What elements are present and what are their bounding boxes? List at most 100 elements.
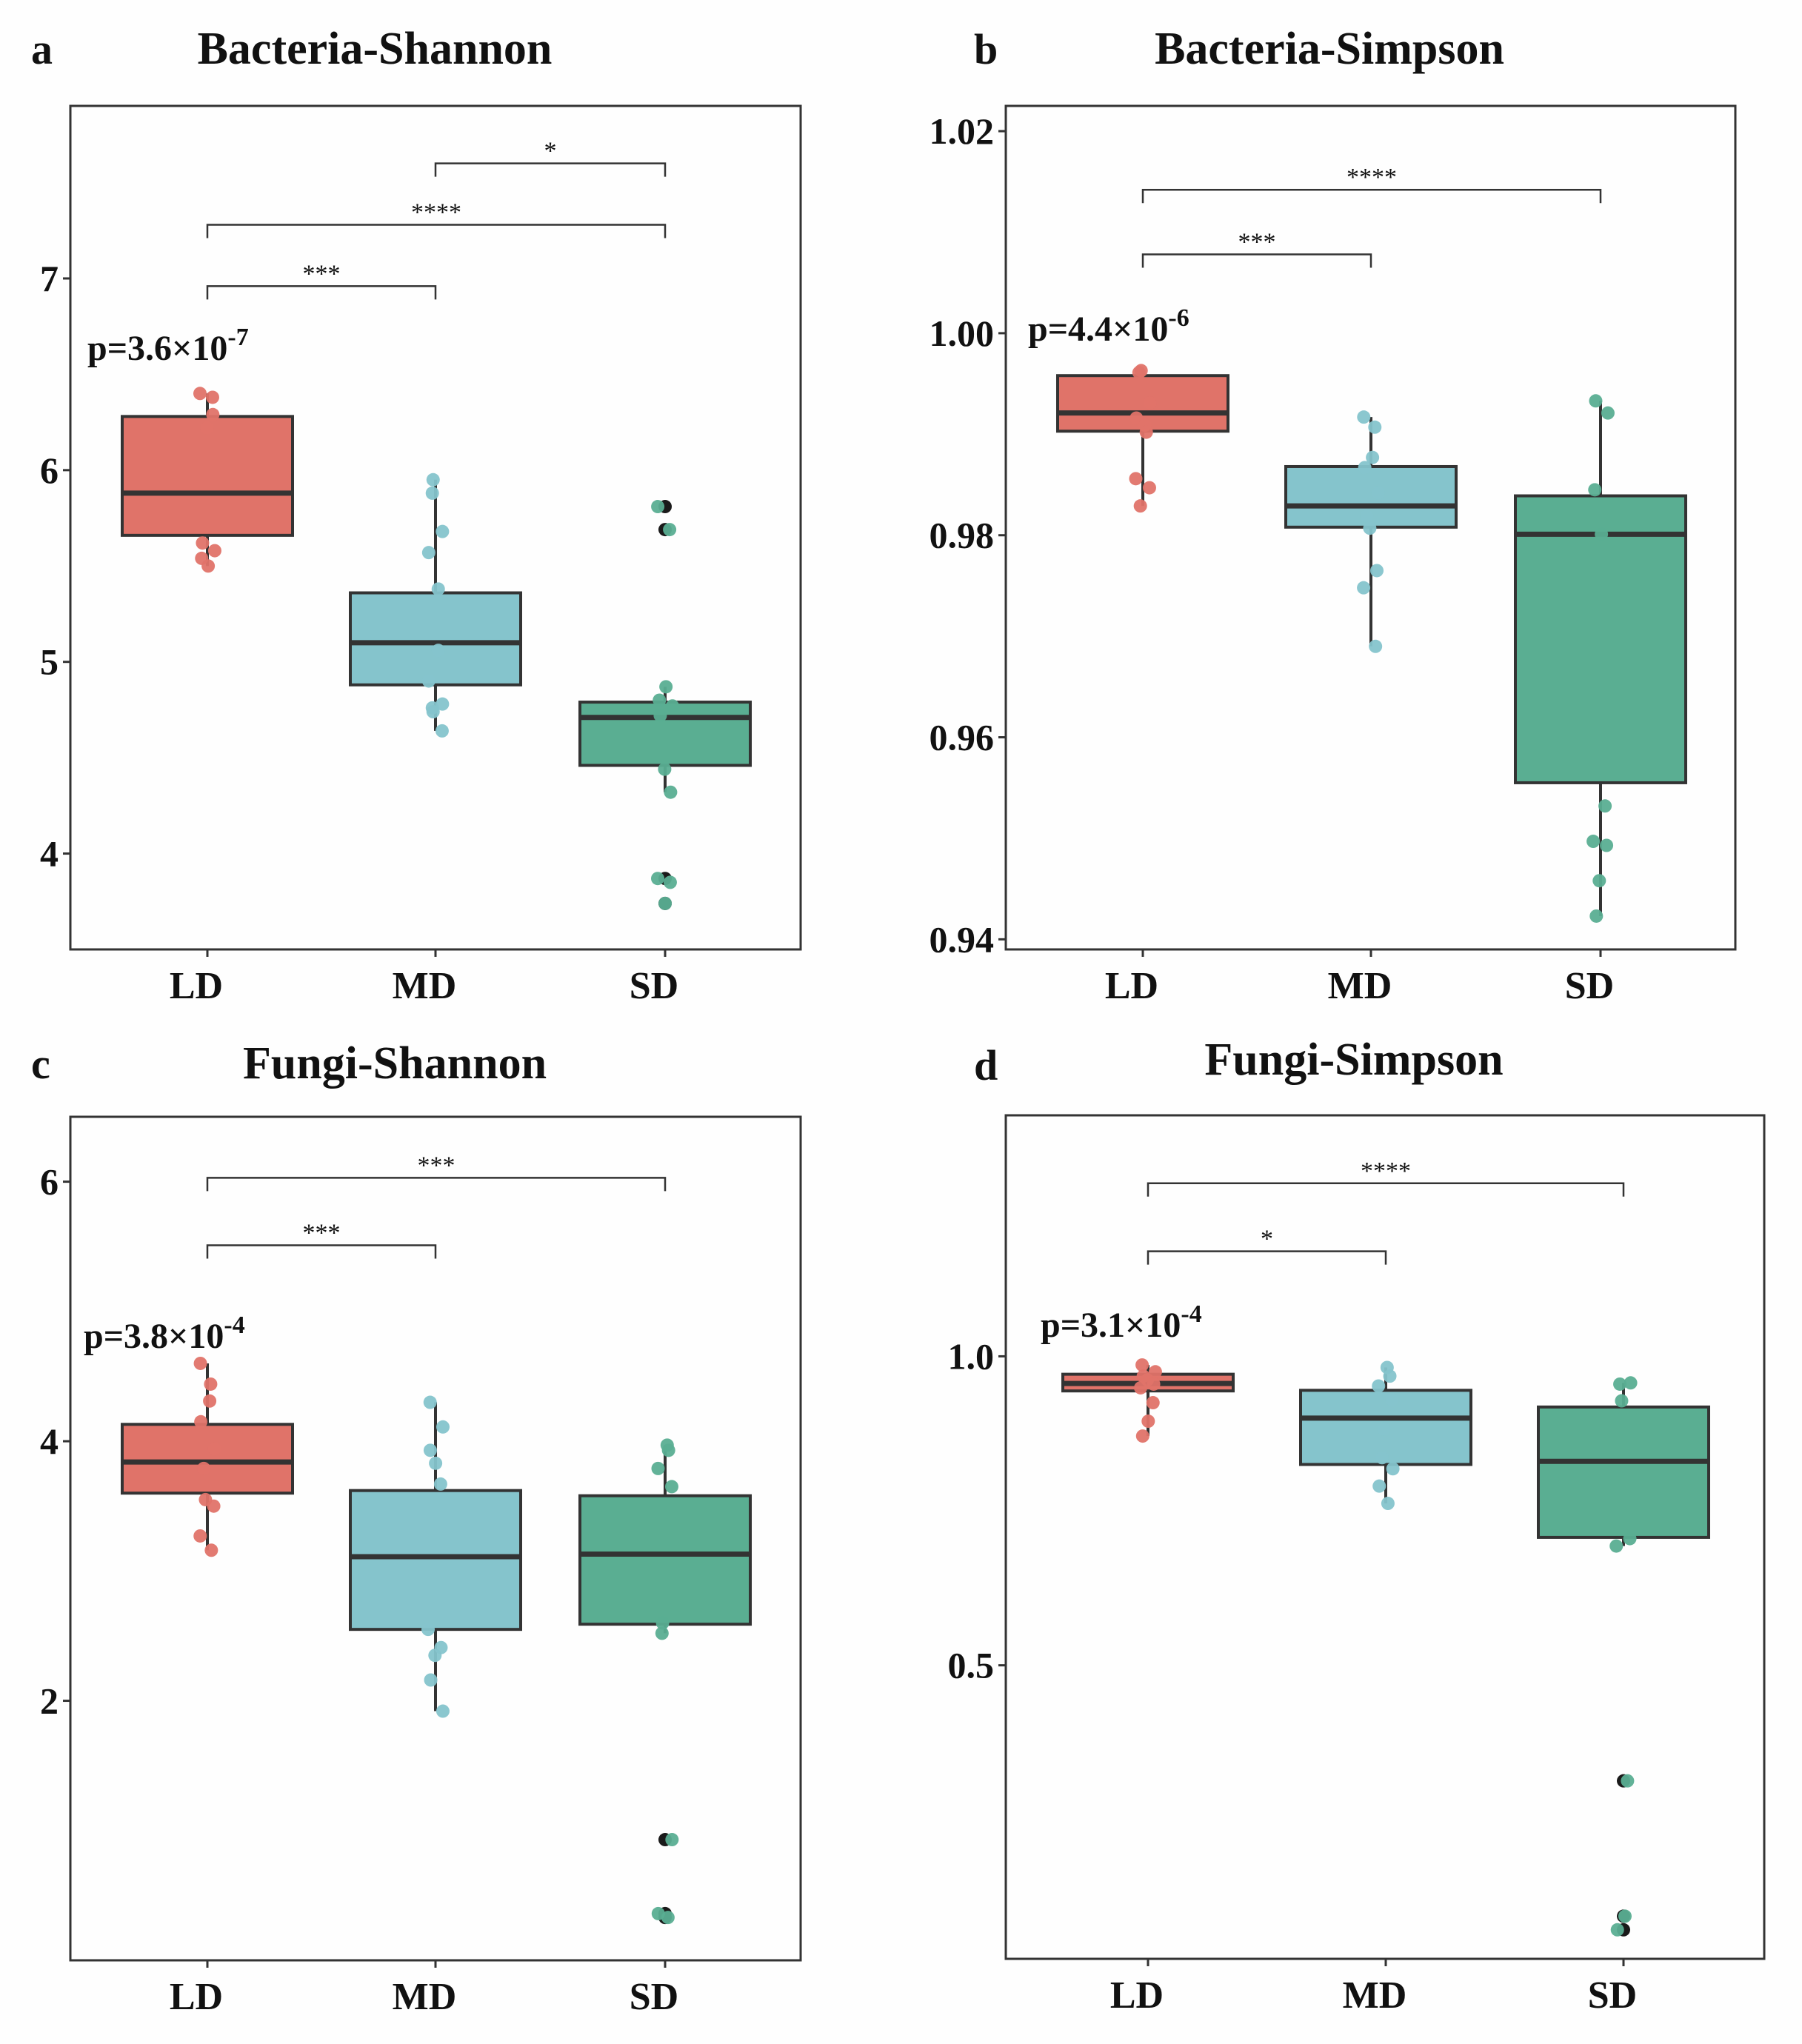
data-point — [664, 785, 678, 799]
panel-letter: b — [974, 25, 998, 73]
data-point — [424, 1673, 438, 1687]
significance-bracket — [206, 1244, 437, 1259]
data-point — [426, 472, 440, 487]
data-point — [1142, 481, 1156, 495]
y-tick-label: 1.0 — [948, 1335, 995, 1377]
data-point — [658, 896, 673, 910]
p-value-label: p=3.6×10-7 — [87, 324, 249, 368]
data-point — [664, 1480, 678, 1494]
data-point — [193, 1529, 207, 1543]
data-point — [665, 1833, 679, 1847]
data-point — [661, 1911, 675, 1925]
iqr-box — [121, 415, 294, 537]
data-point — [1589, 909, 1604, 923]
x-tick-label-ld: LD — [170, 965, 223, 1007]
significance-bracket — [1147, 1182, 1625, 1197]
data-point — [655, 1616, 670, 1630]
x-tick-label-md: MD — [1328, 965, 1392, 1007]
p-value-label: p=3.1×10-4 — [1041, 1300, 1202, 1345]
iqr-box — [349, 591, 522, 687]
chart-title: Bacteria-Simpson — [1155, 24, 1504, 74]
data-point — [1381, 1497, 1395, 1511]
data-point — [436, 524, 450, 538]
data-point — [1586, 835, 1601, 849]
y-tick-label: 2 — [40, 1680, 59, 1722]
data-point — [421, 1623, 436, 1637]
data-point — [201, 559, 216, 573]
x-tick-label-md: MD — [1343, 1974, 1407, 2017]
data-point — [197, 1461, 211, 1475]
data-point — [1371, 486, 1385, 500]
data-point — [1146, 1396, 1160, 1410]
data-point — [1588, 483, 1602, 497]
panel-c: c Fungi-Shannon 2 4 6 LD MD SD *** *** p=3.8×10-4 — [31, 1038, 802, 2018]
data-point — [423, 1395, 437, 1409]
data-point — [429, 1456, 443, 1470]
x-tick-label-ld: LD — [1110, 1974, 1164, 2017]
data-point — [1369, 639, 1383, 653]
data-point — [207, 1442, 221, 1456]
x-tick-label-sd: SD — [630, 1976, 678, 2018]
p-value-label: p=4.4×10-6 — [1028, 304, 1189, 349]
data-point — [205, 390, 219, 404]
significance-bracket — [434, 162, 667, 177]
panel-letter: c — [31, 1040, 50, 1088]
iqr-box — [121, 1423, 294, 1495]
data-point — [653, 693, 667, 707]
data-point — [1372, 1379, 1386, 1393]
data-point — [651, 1461, 665, 1475]
iqr-box — [349, 1489, 522, 1631]
box-sd — [578, 1445, 752, 1925]
data-point — [423, 1443, 437, 1457]
x-tick-label-sd: SD — [1565, 965, 1614, 1007]
data-point — [1377, 1422, 1391, 1436]
significance-label: *** — [303, 260, 341, 287]
data-point — [1613, 1377, 1627, 1391]
y-tick-label: 1.02 — [930, 110, 995, 152]
panel-b: b Bacteria-Simpson 0.94 0.96 0.98 1.00 1.02 LD M… — [930, 24, 1737, 1007]
data-point — [665, 699, 679, 713]
data-point — [1132, 366, 1146, 380]
significance-label: *** — [1238, 229, 1276, 256]
y-tick-label: 0.98 — [930, 515, 995, 556]
data-point — [1141, 1415, 1155, 1429]
data-point — [1360, 509, 1374, 523]
data-point — [1615, 1394, 1629, 1408]
y-tick-label: 0.96 — [930, 717, 995, 758]
box-ld — [1056, 370, 1229, 507]
significance-label: *** — [303, 1219, 341, 1246]
panel-letter: d — [974, 1041, 998, 1089]
chart-title: Fungi-Simpson — [1204, 1035, 1503, 1085]
significance-bracket — [206, 285, 437, 300]
data-point — [436, 1704, 450, 1718]
data-point — [1370, 564, 1384, 578]
data-point — [207, 1499, 221, 1513]
data-point — [1363, 521, 1377, 535]
data-point — [1134, 1380, 1148, 1395]
data-point — [431, 644, 445, 658]
data-point — [425, 486, 439, 500]
data-point — [193, 1356, 207, 1370]
data-point — [1135, 1358, 1149, 1372]
significance-label: **** — [411, 198, 461, 226]
data-point — [1592, 874, 1606, 888]
data-point — [436, 697, 450, 711]
box-ld — [121, 393, 294, 567]
data-point — [203, 1394, 217, 1408]
box-md — [349, 479, 522, 731]
data-point — [1595, 527, 1609, 541]
data-point — [663, 523, 677, 537]
data-point — [196, 536, 210, 550]
significance-bracket — [1147, 1250, 1387, 1265]
y-tick-label: 0.94 — [930, 918, 995, 960]
data-point — [1624, 1376, 1638, 1390]
significance-label: * — [544, 138, 557, 165]
x-tick-label-sd: SD — [630, 965, 678, 1007]
data-point — [433, 1477, 447, 1491]
data-point — [1601, 406, 1615, 420]
data-point — [200, 421, 214, 435]
iqr-box — [1537, 1405, 1710, 1539]
x-tick-label-ld: LD — [170, 1976, 223, 2018]
data-point — [421, 546, 436, 560]
